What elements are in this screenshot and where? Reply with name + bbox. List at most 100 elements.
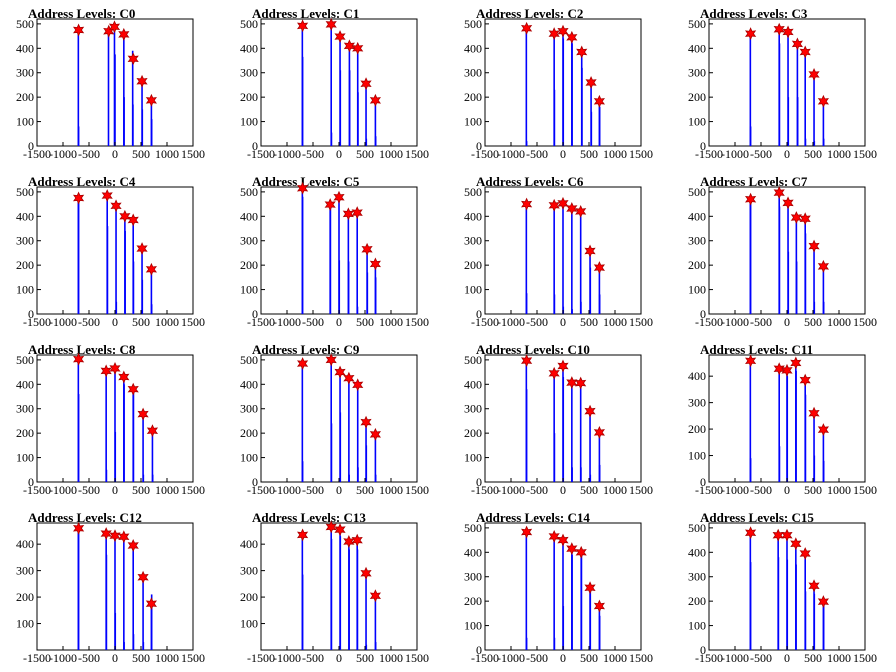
y-tick-label: 200 [464,426,482,440]
star-marker [593,425,605,439]
bar-mark [589,267,592,314]
bar-mark [571,554,573,650]
y-tick-label: 100 [240,451,258,465]
bar-mark [787,251,790,314]
bar-mark [786,559,789,650]
bar-mark [365,138,368,146]
star-marker [109,529,121,543]
bar-mark [813,455,816,482]
bar-mark [571,382,573,482]
star-marker [325,520,337,534]
bar-mark [822,603,825,650]
star-marker [745,526,757,540]
star-marker [145,93,157,107]
chart-svg: Address Levels: C0-1500-1000 -500 0 500 1000… [16,6,205,161]
bar-mark [749,458,752,482]
star-marker [585,76,597,89]
chart-svg: Address Levels: C3-1500-1000 -500 0 500 1000… [688,6,877,161]
star-marker [593,599,605,613]
bar-mark [749,360,752,482]
star-marker [817,423,829,437]
star-marker [342,207,354,221]
star-marker [575,545,587,559]
bar-mark [366,272,369,314]
bar-mark [553,294,556,314]
bar-mark [374,99,377,146]
y-tick-label: 500 [688,521,706,535]
star-marker [799,547,811,560]
bar-mark [357,467,359,482]
x-tick-label: 0 [784,147,790,161]
bar-mark [571,43,573,146]
chart-svg: Address Levels: C2-1500-1000 -500 0 500 1000… [464,6,653,161]
x-tick-label: 500 [580,147,598,161]
y-tick-label: 100 [16,283,34,297]
bar-mark [813,246,815,314]
y-tick-label: 400 [16,209,34,223]
x-tick-label: -1000 [273,483,301,497]
bar-mark [330,423,333,482]
y-tick-label: 500 [688,17,706,31]
bar-mark [589,474,592,482]
x-tick-label: -500 [302,483,324,497]
y-tick-label: 200 [464,594,482,608]
bar-mark [749,33,752,146]
bar-mark [132,391,135,482]
bar-mark [562,203,564,314]
star-marker [817,595,829,609]
bar-mark [301,56,304,146]
x-tick-label: -500 [78,483,100,497]
bar-mark [142,474,145,482]
x-tick-label: 1000 [603,147,627,161]
x-tick-label: 1500 [629,147,653,161]
x-tick-label: 1500 [181,651,205,665]
star-marker [334,30,346,44]
bar-mark [329,206,332,314]
star-marker [361,242,373,256]
x-tick-label: -500 [526,315,548,329]
x-tick-label: -1500 [695,315,723,329]
bar-mark [301,461,304,482]
bar-mark [347,261,350,314]
chart-svg: Address Levels: C12 -1500-1000 -500 0 500 100… [16,510,205,665]
y-tick-label: 400 [240,209,258,223]
x-tick-label: 1000 [379,651,403,665]
y-tick-label: 0 [28,139,34,153]
bar-mark [77,31,80,146]
y-tick-label: 400 [688,209,706,223]
y-tick-label: 300 [688,234,706,248]
star-marker [324,198,336,212]
y-tick-label: 100 [688,283,706,297]
x-tick-label: 1500 [405,315,429,329]
y-tick-label: 200 [688,258,706,272]
bar-mark [822,138,825,146]
star-marker [790,537,802,551]
star-marker [521,354,533,368]
y-tick-label: 300 [464,234,482,248]
chart-svg: Address Levels: C14 -1500-1000 -500 0 500 100… [464,510,653,665]
bar-mark [150,594,153,650]
chart-svg: Address Levels: C9-1500-1000 -500 0 500 1000… [240,342,429,497]
bar-mark [339,536,342,650]
y-tick-label: 400 [464,545,482,559]
bar-mark [132,261,135,314]
bar-mark [114,535,116,650]
y-tick-label: 0 [252,307,258,321]
bar-mark [778,43,781,146]
y-tick-label: 200 [16,590,34,604]
bar-mark [598,615,601,650]
chart-title: Address Levels: C15 [700,510,814,525]
bar-mark [374,642,377,650]
y-tick-label: 200 [688,90,706,104]
bar-mark [598,294,601,314]
bar-mark [598,106,601,146]
plot-frame [260,522,418,651]
star-marker [127,52,139,66]
y-tick-label: 500 [240,353,258,367]
bar-mark [77,394,80,482]
star-marker [799,373,811,387]
y-tick-label: 300 [464,402,482,416]
x-tick-label: 0 [112,315,118,329]
x-tick-label: -500 [302,651,324,665]
y-tick-label: 100 [688,619,706,633]
